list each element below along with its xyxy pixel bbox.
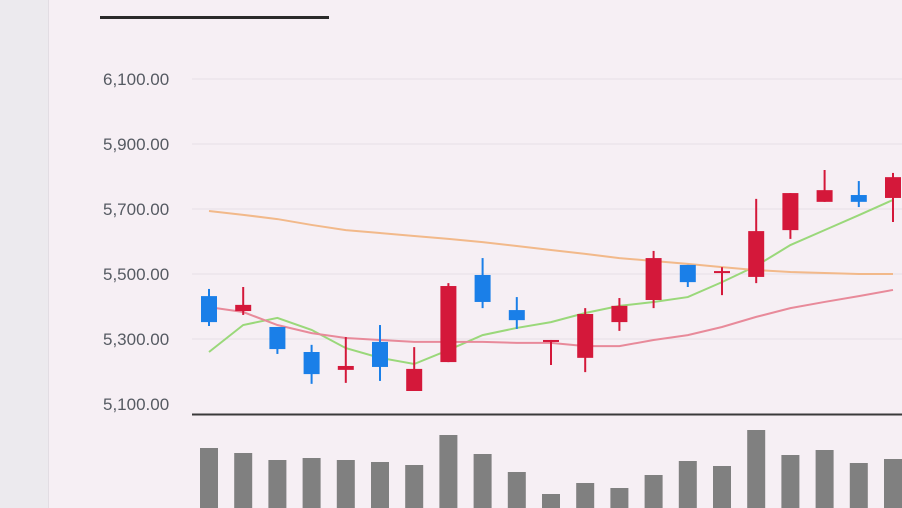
candle-body xyxy=(679,264,696,283)
candle-body xyxy=(782,193,799,231)
candle xyxy=(406,347,423,391)
volume-bar xyxy=(268,460,287,508)
candle xyxy=(748,198,765,284)
candle xyxy=(714,267,730,296)
candle xyxy=(201,288,217,326)
candle-body xyxy=(201,296,217,323)
volume-bar xyxy=(302,458,321,508)
header-underline xyxy=(100,16,329,19)
candle xyxy=(337,337,354,383)
candle-body xyxy=(816,190,833,202)
volume-bar xyxy=(576,483,595,508)
candle-body xyxy=(611,305,628,323)
candle xyxy=(645,250,662,309)
volume-bar xyxy=(336,460,355,508)
volume-bar xyxy=(849,463,868,508)
candle xyxy=(577,308,594,373)
candle-body xyxy=(885,177,901,198)
y-tick-label: 5,100.00 xyxy=(103,395,169,414)
volume-bar xyxy=(200,448,218,508)
candle xyxy=(816,170,833,202)
candle xyxy=(679,264,696,287)
y-axis-ticks: 6,100.00 5,900.00 5,700.00 5,500.00 5,30… xyxy=(103,70,169,414)
candle-body xyxy=(474,274,491,302)
candle xyxy=(269,326,286,354)
volume-bar xyxy=(371,462,389,508)
volume-bar xyxy=(713,466,731,508)
candle-body xyxy=(748,231,765,277)
volume-bar xyxy=(644,475,663,508)
y-tick-label: 5,700.00 xyxy=(103,200,169,219)
candle xyxy=(474,258,491,309)
candle-body xyxy=(303,352,320,375)
candle-body xyxy=(440,286,457,363)
candle-body xyxy=(372,341,388,367)
volume-bar xyxy=(781,455,800,508)
y-tick-label: 5,500.00 xyxy=(103,265,169,284)
candle-body xyxy=(850,195,867,202)
volume-bar xyxy=(884,459,902,508)
y-tick-label: 6,100.00 xyxy=(103,70,169,89)
y-tick-label: 5,300.00 xyxy=(103,330,169,349)
candle-body xyxy=(269,326,286,350)
candle xyxy=(372,325,388,381)
candle-body xyxy=(645,258,662,300)
left-panel xyxy=(0,0,49,508)
candles xyxy=(201,170,901,391)
volume-bar xyxy=(747,430,766,508)
candle xyxy=(782,193,799,239)
candle-body xyxy=(543,339,559,342)
candle xyxy=(235,287,252,315)
candle xyxy=(440,283,457,363)
y-tick-label: 5,900.00 xyxy=(103,135,169,154)
volume-bars xyxy=(200,430,902,508)
candle-body xyxy=(337,365,354,370)
candle xyxy=(303,344,320,384)
volume-bar xyxy=(405,465,424,508)
moving-average-line xyxy=(208,198,894,366)
volume-bar xyxy=(234,453,253,508)
candle-body xyxy=(714,271,730,274)
candle xyxy=(543,339,559,365)
candle-body xyxy=(406,368,423,391)
candle-body xyxy=(508,310,525,321)
volume-bar xyxy=(439,435,458,508)
volume-bar xyxy=(678,461,697,508)
candle-body xyxy=(235,304,252,312)
volume-bar xyxy=(473,454,492,508)
volume-bar xyxy=(815,450,834,508)
candle xyxy=(885,172,901,222)
volume-bar xyxy=(507,472,526,508)
candle xyxy=(508,297,525,329)
moving-average-line xyxy=(208,288,894,348)
candle xyxy=(850,181,867,208)
volume-bar xyxy=(542,494,560,508)
moving-average-line xyxy=(208,209,893,275)
candle xyxy=(611,298,628,331)
volume-bar xyxy=(610,488,629,508)
candle-body xyxy=(577,313,594,358)
